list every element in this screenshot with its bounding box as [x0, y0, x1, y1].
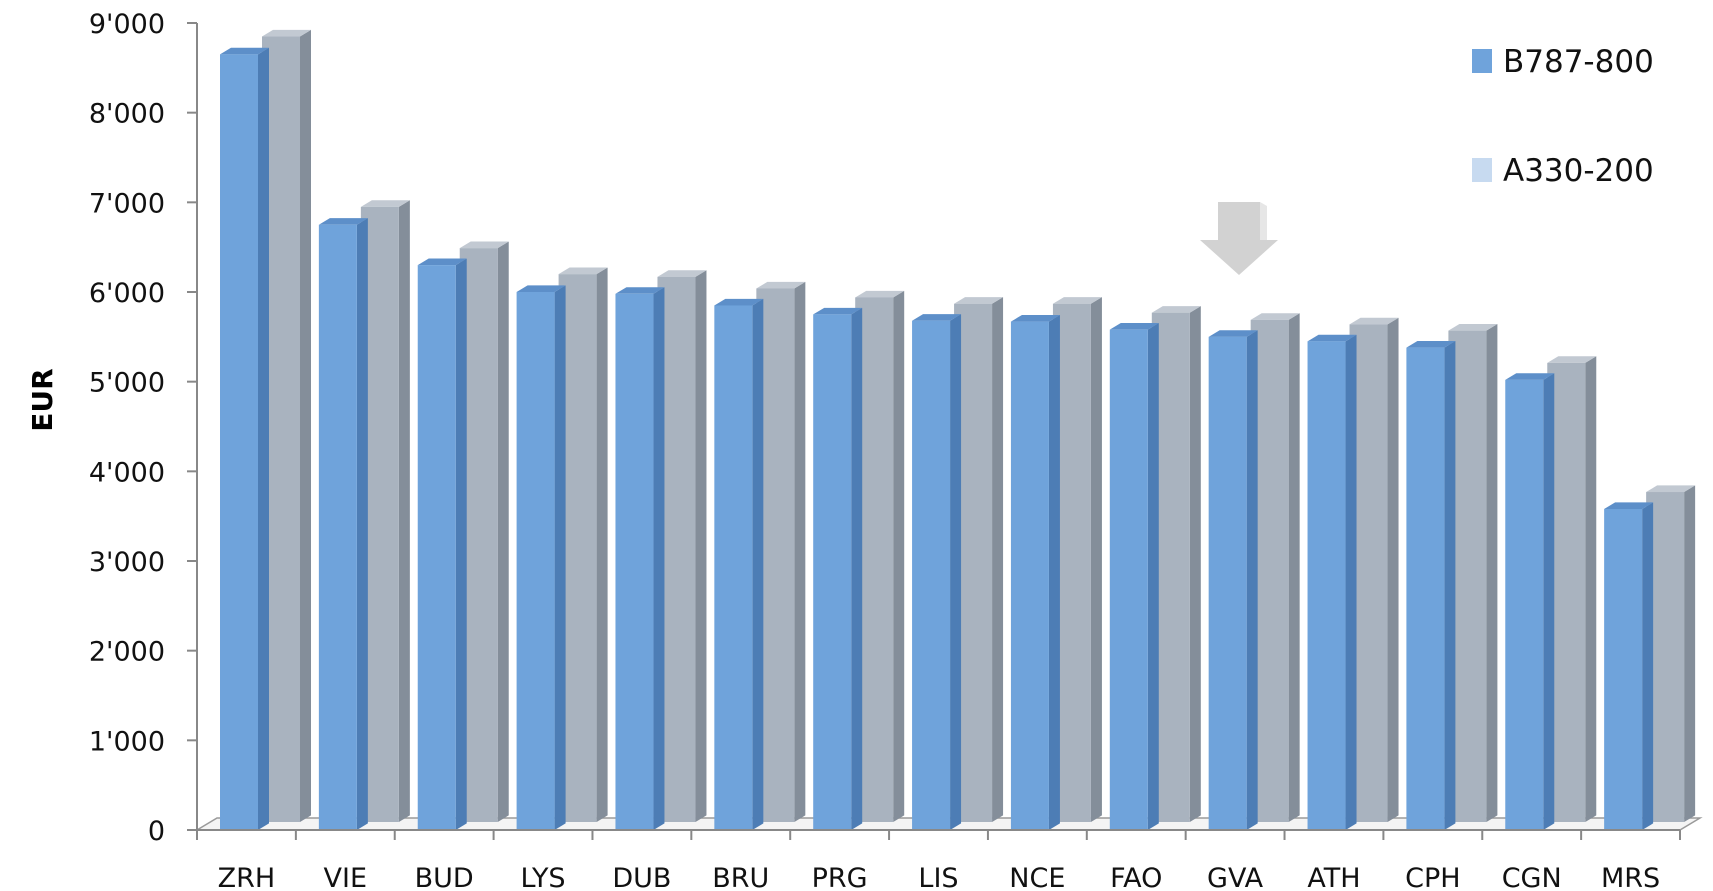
- x-tick-label: ATH: [1307, 863, 1360, 891]
- x-tick-label: PRG: [812, 863, 868, 891]
- y-tick-label: 2'000: [89, 637, 165, 668]
- legend-label-a330: A330-200: [1503, 153, 1654, 189]
- x-tick-label: GVA: [1207, 863, 1264, 891]
- legend-swatch-a330: [1472, 158, 1492, 182]
- bar-a330-fao: [1151, 306, 1201, 822]
- x-tick-label: ZRH: [218, 863, 276, 891]
- bar-a330-gva: [1250, 313, 1300, 822]
- x-tick-label: DUB: [612, 863, 671, 891]
- bar-a330-nce: [1052, 297, 1102, 822]
- y-tick-label: 6'000: [89, 278, 165, 309]
- bar-b787-fao: [1109, 323, 1159, 830]
- bar-b787-dub: [615, 287, 665, 830]
- x-tick-label: CPH: [1405, 863, 1460, 891]
- x-tick-label: FAO: [1110, 863, 1162, 891]
- axes: 0 1'000 2'000 3'000 4'000 5'000 6'000 7'000 8'00…: [89, 9, 1681, 891]
- bar-b787-lys: [516, 285, 566, 830]
- bar-a330-bru: [756, 281, 806, 823]
- bar-b787-vie: [318, 218, 368, 830]
- y-tick-label: 8'000: [89, 99, 165, 130]
- bar-b787-bud: [417, 258, 467, 831]
- x-tick-label: CGN: [1502, 863, 1562, 891]
- bar-b787-gva: [1208, 330, 1258, 830]
- x-tick-label: LIS: [918, 863, 958, 891]
- y-tick-label: 7'000: [89, 188, 165, 219]
- bar-b787-prg: [813, 307, 863, 831]
- bar-a330-ath: [1349, 317, 1399, 822]
- legend-label-b787: B787-800: [1503, 44, 1654, 80]
- bar-a330-bud: [459, 241, 509, 823]
- x-tick-label: VIE: [324, 863, 368, 891]
- y-tick-label: 3'000: [89, 547, 165, 578]
- bar-b787-mrs: [1604, 502, 1654, 830]
- bar-b787-bru: [714, 298, 764, 831]
- bar-a330-prg: [855, 290, 905, 823]
- y-axis-title: EUR: [26, 368, 59, 431]
- bar-b787-cph: [1406, 340, 1456, 830]
- x-tick-label: LYS: [520, 863, 565, 891]
- legend: B787-800 A330-200: [1472, 44, 1654, 189]
- x-tick-label: MRS: [1601, 863, 1660, 891]
- bar-a330-lys: [558, 267, 608, 823]
- y-tick-label: 4'000: [89, 457, 165, 488]
- bar-a330-lis: [954, 297, 1004, 822]
- legend-swatch-b787: [1472, 49, 1492, 73]
- y-tick-label: 5'000: [89, 368, 165, 399]
- bar-b787-lis: [912, 314, 962, 830]
- x-tick-label: BUD: [415, 863, 474, 891]
- y-tick-label: 1'000: [89, 726, 165, 757]
- bar-a330-zrh: [262, 29, 311, 823]
- bar-b787-ath: [1307, 334, 1357, 830]
- y-tick-label: 9'000: [89, 9, 165, 40]
- x-tick-label: BRU: [712, 863, 769, 891]
- bar-a330-mrs: [1646, 485, 1696, 822]
- down-arrow-icon: [1200, 202, 1278, 275]
- bar-a330-dub: [657, 270, 707, 822]
- bars: [220, 29, 1696, 831]
- y-tick-label: 0: [148, 816, 165, 847]
- x-tick-label: NCE: [1009, 863, 1065, 891]
- bar-a330-cgn: [1547, 356, 1597, 822]
- bar-b787-cgn: [1505, 373, 1555, 830]
- bar-b787-nce: [1010, 314, 1060, 830]
- bar-b787-zrh: [220, 47, 269, 831]
- bar-a330-vie: [360, 200, 410, 823]
- bar-a330-cph: [1448, 324, 1498, 822]
